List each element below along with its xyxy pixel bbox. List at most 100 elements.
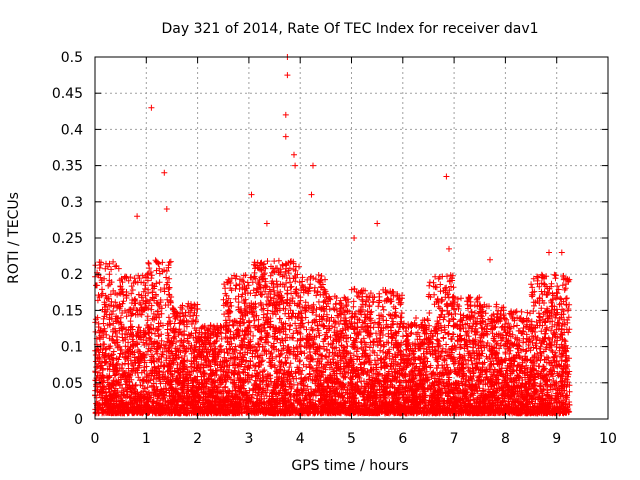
data-point	[123, 353, 130, 360]
data-point	[121, 392, 128, 399]
data-point	[123, 295, 130, 301]
data-point	[123, 407, 130, 414]
data-point	[105, 282, 112, 289]
data-point	[156, 279, 163, 286]
data-point	[166, 275, 173, 282]
data-point	[126, 384, 133, 391]
data-point	[357, 338, 364, 345]
data-point	[92, 328, 99, 335]
data-point	[140, 327, 147, 334]
data-point	[305, 319, 312, 326]
data-point	[129, 341, 136, 347]
data-point	[112, 315, 119, 322]
data-point	[138, 356, 144, 363]
data-point	[287, 279, 294, 286]
data-point	[113, 302, 120, 309]
data-point	[138, 294, 145, 301]
data-point	[145, 259, 152, 266]
data-point	[122, 330, 128, 337]
data-point	[302, 314, 309, 321]
data-point	[140, 339, 147, 346]
data-point	[130, 305, 137, 311]
data-point	[101, 359, 108, 366]
data-point	[120, 387, 127, 394]
data-point	[96, 392, 103, 398]
data-point	[113, 361, 120, 368]
data-point	[107, 343, 114, 350]
data-point	[112, 330, 119, 336]
data-point	[133, 401, 140, 408]
data-point	[99, 410, 106, 417]
data-point	[100, 334, 107, 341]
data-point	[264, 258, 271, 265]
data-point	[125, 277, 132, 284]
data-point	[134, 367, 140, 374]
data-point	[115, 265, 122, 272]
data-point	[127, 357, 134, 364]
data-point	[320, 322, 327, 329]
data-point	[142, 298, 149, 305]
data-point	[107, 392, 114, 399]
data-point	[232, 343, 239, 350]
data-point	[96, 265, 103, 271]
data-point	[102, 308, 109, 315]
data-point	[284, 287, 291, 294]
data-point	[128, 389, 135, 396]
data-point	[129, 287, 136, 293]
data-point	[166, 259, 173, 266]
data-point	[296, 263, 302, 270]
data-point	[106, 409, 113, 416]
data-point	[131, 275, 138, 282]
data-point	[284, 296, 291, 303]
data-point	[119, 279, 126, 286]
data-point	[132, 381, 139, 388]
data-point	[132, 311, 139, 318]
data-point	[128, 348, 134, 355]
data-point	[102, 265, 109, 272]
data-point	[105, 343, 112, 350]
data-point	[165, 314, 172, 321]
data-point	[129, 409, 136, 416]
data-point	[99, 383, 106, 390]
data-point	[107, 361, 114, 368]
data-point	[102, 304, 108, 311]
data-point	[128, 290, 135, 297]
data-point	[139, 272, 146, 279]
data-point	[136, 291, 142, 298]
data-point	[130, 280, 137, 286]
data-point	[267, 272, 274, 279]
data-point	[96, 369, 103, 376]
data-point	[108, 311, 115, 318]
data-point	[98, 279, 105, 286]
data-point	[131, 297, 138, 303]
data-point	[140, 394, 147, 401]
data-point	[100, 328, 107, 335]
data-point	[232, 295, 239, 302]
data-point	[127, 274, 134, 281]
data-point	[109, 355, 116, 361]
data-point	[92, 316, 99, 323]
data-point	[103, 399, 109, 406]
data-point	[233, 282, 240, 289]
data-point	[94, 297, 101, 304]
data-point	[276, 315, 283, 322]
data-point	[98, 259, 104, 266]
data-point	[117, 290, 124, 297]
data-point	[110, 348, 117, 355]
data-point	[127, 395, 134, 401]
data-point	[140, 288, 147, 295]
data-point	[315, 298, 322, 305]
data-point	[129, 310, 136, 317]
data-point	[142, 282, 149, 289]
data-point	[122, 360, 128, 367]
data-point	[100, 341, 107, 348]
data-point	[141, 368, 148, 374]
data-point	[106, 335, 113, 342]
data-point	[235, 299, 242, 306]
data-point	[106, 401, 113, 408]
data-point	[99, 366, 106, 373]
data-point	[141, 385, 148, 392]
data-point	[110, 258, 117, 265]
data-point	[102, 301, 109, 308]
